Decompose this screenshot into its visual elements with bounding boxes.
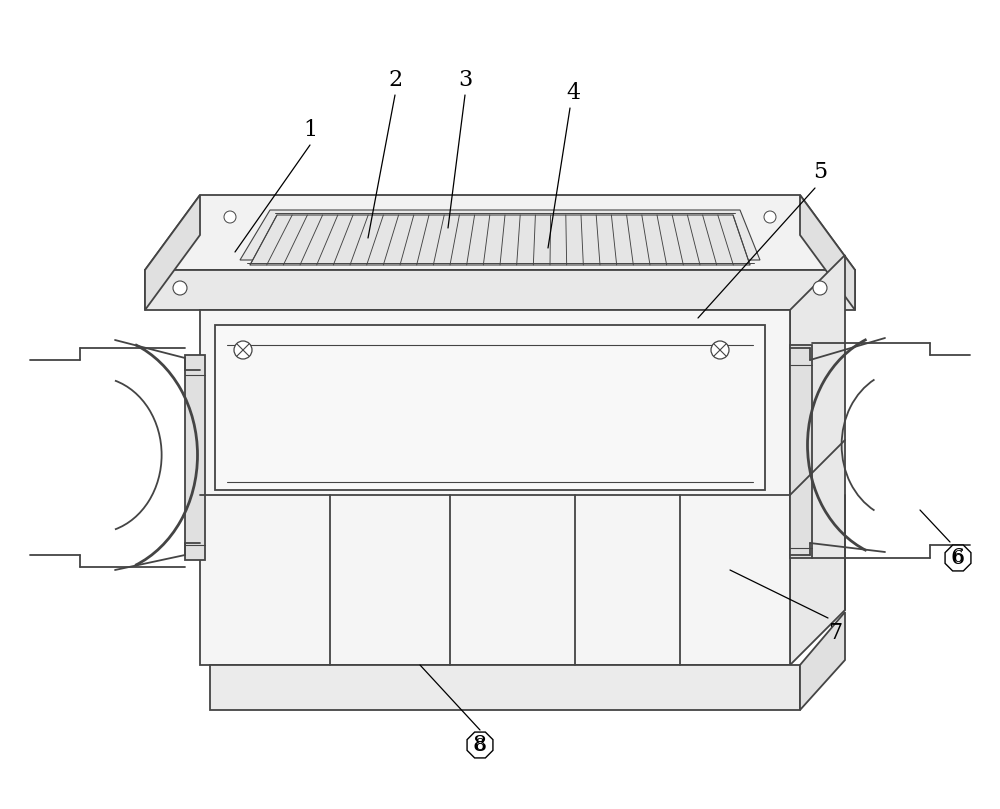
- Text: 7: 7: [828, 622, 842, 644]
- Circle shape: [234, 341, 252, 359]
- Polygon shape: [215, 325, 765, 490]
- Circle shape: [224, 211, 236, 223]
- Text: 1: 1: [303, 119, 317, 141]
- Polygon shape: [800, 612, 845, 710]
- Text: 6: 6: [951, 547, 965, 569]
- Polygon shape: [145, 270, 855, 310]
- Polygon shape: [250, 215, 750, 265]
- Circle shape: [764, 211, 776, 223]
- Polygon shape: [240, 210, 760, 260]
- Polygon shape: [200, 310, 790, 665]
- Circle shape: [711, 341, 729, 359]
- Polygon shape: [790, 255, 845, 665]
- Polygon shape: [790, 345, 812, 558]
- Text: 2: 2: [388, 69, 402, 91]
- Circle shape: [813, 281, 827, 295]
- Text: 6: 6: [953, 549, 963, 566]
- Polygon shape: [145, 195, 200, 310]
- Text: 8: 8: [475, 736, 485, 753]
- Text: 5: 5: [813, 161, 827, 183]
- Polygon shape: [800, 195, 855, 310]
- Text: 3: 3: [458, 69, 472, 91]
- Polygon shape: [185, 355, 205, 560]
- Circle shape: [173, 281, 187, 295]
- Text: 4: 4: [566, 82, 580, 104]
- Polygon shape: [210, 665, 800, 710]
- Text: 8: 8: [473, 734, 487, 756]
- Polygon shape: [145, 195, 855, 270]
